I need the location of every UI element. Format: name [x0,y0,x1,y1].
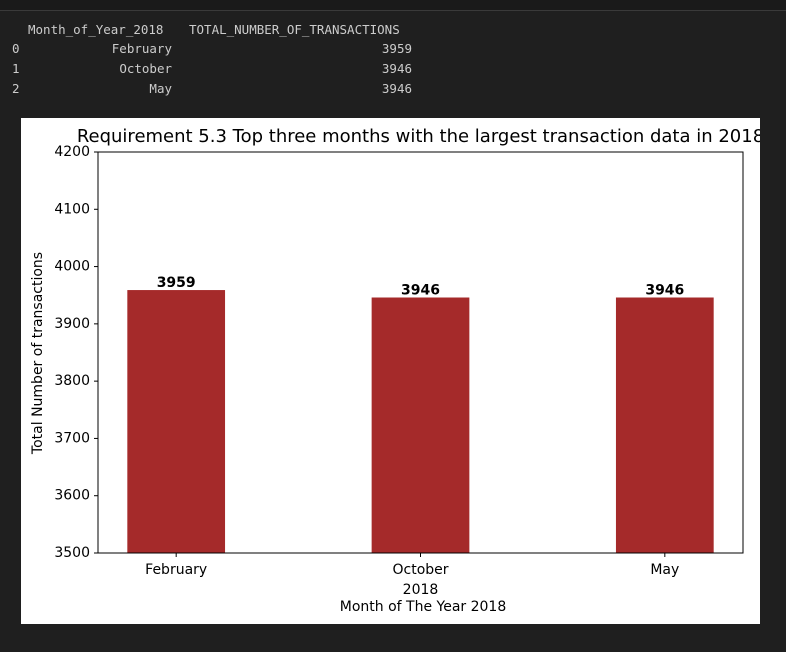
table-cell: 3959 [381,41,412,56]
y-tick-label: 4000 [54,259,90,275]
x-tick-label: February [145,562,207,578]
table-cell: May [149,81,172,96]
table-cell: 1 [12,61,20,76]
chart-title: Requirement 5.3 Top three months with th… [77,126,760,147]
table-cell: 0 [12,41,20,56]
y-tick-label: 3700 [54,430,90,446]
table-cell: February [111,41,172,56]
chart: Requirement 5.3 Top three months with th… [21,118,760,624]
toolbar [0,0,786,11]
y-tick-label: 4100 [54,201,90,217]
y-tick-label: 3600 [54,488,90,504]
table-cell: 2 [12,81,20,96]
table-cell: 3946 [381,81,412,96]
table-cell: 3946 [381,61,412,76]
y-tick-label: 3800 [54,373,90,389]
x-tick-label: May [650,562,679,578]
bar [371,297,470,553]
axes-frame [97,151,744,554]
table-cell: October [119,61,172,76]
data-label: 3946 [401,283,440,299]
dataframe-output: Month_of_Year_2018 TOTAL_NUMBER_OF_TRANSA… [0,0,786,110]
x-axis-label: Month of The Year 2018 [340,599,506,615]
data-label: 3959 [157,275,196,291]
y-axis-label: Total Number of transactions [30,252,46,455]
y-tick-label: 3900 [54,316,90,332]
y-tick-label: 4200 [54,144,90,160]
table-cell: TOTAL_NUMBER_OF_TRANSACTIONS [189,22,400,37]
x-axis-label: 2018 [403,582,439,598]
x-tick-label: October [392,562,448,578]
y-tick-label: 3500 [54,545,90,561]
bar [615,297,714,553]
table-cell: Month_of_Year_2018 [28,22,164,37]
bar [127,290,226,553]
data-label: 3946 [645,283,684,299]
